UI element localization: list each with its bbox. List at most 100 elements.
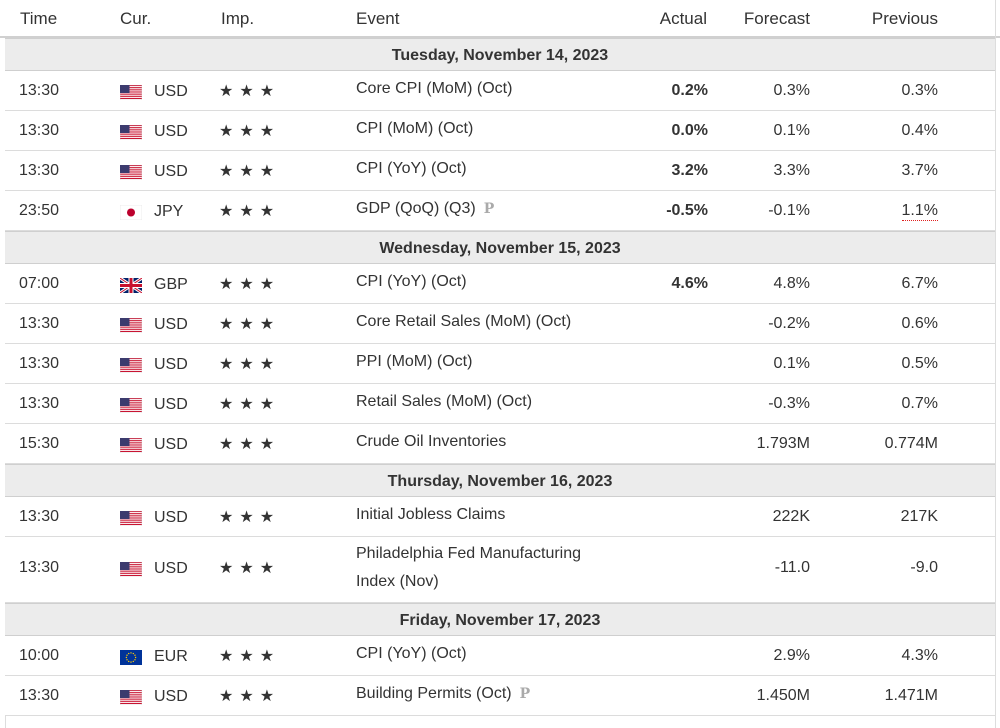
header-event[interactable]: Event bbox=[356, 9, 400, 28]
event-name[interactable]: CPI (YoY) (Oct) bbox=[356, 268, 467, 296]
currency-code: GBP bbox=[154, 276, 188, 293]
event-time: 13:30 bbox=[19, 122, 60, 139]
event-title[interactable]: Initial Jobless Claims bbox=[356, 506, 506, 523]
event-title[interactable]: CPI (MoM) (Oct) bbox=[356, 120, 474, 137]
date-label: Wednesday, November 15, 2023 bbox=[379, 240, 621, 257]
header-importance[interactable]: Imp. bbox=[221, 9, 255, 28]
table-row[interactable]: 13:30 USD ★★★ PPI (MoM) (Oct) 0.1% 0.5% bbox=[5, 344, 995, 384]
currency-code: USD bbox=[154, 396, 188, 413]
importance-stars-icon: ★★★ bbox=[219, 123, 281, 140]
forecast-value: -0.2% bbox=[768, 315, 810, 332]
header-time[interactable]: Time bbox=[20, 9, 58, 28]
us-flag-icon bbox=[119, 317, 143, 334]
event-name[interactable]: Core Retail Sales (MoM) (Oct) bbox=[356, 308, 571, 336]
previous-value: 0.774M bbox=[884, 435, 938, 452]
event-name[interactable]: Retail Sales (MoM) (Oct) bbox=[356, 388, 532, 416]
event-time: 13:30 bbox=[19, 395, 60, 412]
currency-code: USD bbox=[154, 83, 188, 100]
forecast-value: 0.1% bbox=[773, 355, 810, 372]
table-row[interactable]: 13:30 USD ★★★ Core Retail Sales (MoM) (Oct)… bbox=[5, 304, 995, 344]
table-row[interactable]: 23:50 JPY ★★★ GDP (QoQ) (Q3) P -0.5% -0.1% 1.1% bbox=[5, 191, 995, 231]
table-row[interactable]: 13:30 USD ★★★ CPI (MoM) (Oct) 0.0% 0.1% 0.4% bbox=[5, 111, 995, 151]
previous-value: 0.3% bbox=[901, 82, 938, 99]
importance-stars-icon: ★★★ bbox=[219, 509, 281, 526]
event-name[interactable]: PPI (MoM) (Oct) bbox=[356, 348, 472, 376]
event-name[interactable]: CPI (MoM) (Oct) bbox=[356, 115, 473, 143]
previous-value: 0.7% bbox=[901, 395, 938, 412]
table-row[interactable]: 13:30 USD ★★★ Core CPI (MoM) (Oct) 0.2% 0.3% 0… bbox=[5, 71, 995, 111]
actual-value: 0.0% bbox=[671, 122, 708, 139]
event-title-cont[interactable]: Index (Nov) bbox=[356, 573, 439, 590]
importance-stars-icon: ★★★ bbox=[219, 648, 281, 665]
previous-value: 4.3% bbox=[901, 647, 938, 664]
table-row[interactable]: 15:30 USD ★★★ Crude Oil Inventories 1.793M 0.… bbox=[5, 424, 995, 464]
event-name[interactable]: Philadelphia Fed Manufacturing Index (Nov… bbox=[356, 540, 581, 596]
previous-value: 6.7% bbox=[901, 275, 938, 292]
event-time: 23:50 bbox=[19, 202, 60, 219]
event-name[interactable]: Building Permits (Oct) P bbox=[356, 680, 530, 708]
us-flag-icon bbox=[119, 84, 143, 101]
table-row[interactable]: 10:00 EUR ★★★ CPI (YoY) (Oct) 2.9% 4.3% bbox=[5, 636, 995, 676]
event-title[interactable]: Core CPI (MoM) (Oct) bbox=[356, 80, 513, 97]
event-title[interactable]: PPI (MoM) (Oct) bbox=[356, 353, 473, 370]
event-title[interactable]: Retail Sales (MoM) (Oct) bbox=[356, 393, 533, 410]
us-flag-icon bbox=[119, 437, 143, 454]
previous-value: -9.0 bbox=[910, 559, 938, 576]
table-right-border bbox=[995, 0, 996, 728]
us-flag-icon bbox=[119, 164, 143, 181]
date-row: Tuesday, November 14, 2023 bbox=[5, 38, 995, 71]
date-row: Thursday, November 16, 2023 bbox=[5, 464, 995, 497]
currency-code: USD bbox=[154, 316, 188, 333]
event-title[interactable]: CPI (YoY) (Oct) bbox=[356, 160, 467, 177]
date-label: Friday, November 17, 2023 bbox=[399, 612, 601, 629]
table-row[interactable]: 13:30 USD ★★★ Initial Jobless Claims 222K 217… bbox=[5, 497, 995, 537]
preliminary-badge: P bbox=[483, 201, 495, 217]
event-name[interactable]: CPI (YoY) (Oct) bbox=[356, 640, 467, 668]
event-title[interactable]: Core Retail Sales (MoM) (Oct) bbox=[356, 313, 572, 330]
event-name[interactable]: CPI (YoY) (Oct) bbox=[356, 155, 467, 183]
forecast-value: 1.450M bbox=[756, 687, 810, 704]
us-flag-icon bbox=[119, 689, 143, 706]
event-title[interactable]: Crude Oil Inventories bbox=[356, 433, 507, 450]
event-name[interactable]: Crude Oil Inventories bbox=[356, 428, 506, 456]
forecast-value: -11.0 bbox=[774, 559, 810, 576]
event-title[interactable]: Building Permits (Oct) bbox=[356, 685, 512, 702]
table-row[interactable]: 13:30 USD ★★★ Building Permits (Oct) P 1.450M… bbox=[5, 676, 995, 716]
forecast-value: -0.3% bbox=[768, 395, 810, 412]
importance-stars-icon: ★★★ bbox=[219, 688, 281, 705]
importance-stars-icon: ★★★ bbox=[219, 203, 281, 220]
us-flag-icon bbox=[119, 124, 143, 141]
importance-stars-icon: ★★★ bbox=[219, 163, 281, 180]
forecast-value: 2.9% bbox=[773, 647, 810, 664]
header-currency[interactable]: Cur. bbox=[120, 9, 152, 28]
header-previous[interactable]: Previous bbox=[871, 9, 938, 28]
event-name[interactable]: Core CPI (MoM) (Oct) bbox=[356, 75, 512, 103]
importance-stars-icon: ★★★ bbox=[219, 436, 281, 453]
date-row: Wednesday, November 15, 2023 bbox=[5, 231, 995, 264]
importance-stars-icon: ★★★ bbox=[219, 356, 281, 373]
event-time: 13:30 bbox=[19, 559, 60, 576]
forecast-value: -0.1% bbox=[768, 202, 810, 219]
event-name[interactable]: GDP (QoQ) (Q3) P bbox=[356, 195, 494, 223]
event-time: 07:00 bbox=[19, 275, 60, 292]
header-forecast[interactable]: Forecast bbox=[743, 9, 810, 28]
event-time: 13:30 bbox=[19, 315, 60, 332]
table-row[interactable]: 13:30 USD ★★★ CPI (YoY) (Oct) 3.2% 3.3% 3.7% bbox=[5, 151, 995, 191]
table-row[interactable]: 13:30 USD ★★★ Retail Sales (MoM) (Oct) -0.3%… bbox=[5, 384, 995, 424]
table-row[interactable]: 13:30 USD ★★★ Philadelphia Fed Manufacturin… bbox=[5, 537, 995, 603]
event-title[interactable]: GDP (QoQ) (Q3) bbox=[356, 200, 476, 217]
event-title[interactable]: Philadelphia Fed Manufacturing bbox=[356, 545, 582, 562]
importance-stars-icon: ★★★ bbox=[219, 316, 281, 333]
event-title[interactable]: CPI (YoY) (Oct) bbox=[356, 273, 467, 290]
forecast-value: 222K bbox=[772, 508, 810, 525]
actual-value: 4.6% bbox=[671, 275, 708, 292]
event-name[interactable]: Initial Jobless Claims bbox=[356, 501, 505, 529]
forecast-value: 3.3% bbox=[773, 162, 810, 179]
table-row[interactable]: 07:00 GBP ★★★ CPI (YoY) (Oct) 4.6% 4.8% 6.7% bbox=[5, 264, 995, 304]
event-title[interactable]: CPI (YoY) (Oct) bbox=[356, 645, 467, 662]
eu-flag-icon bbox=[120, 650, 142, 665]
previous-value: 0.6% bbox=[901, 315, 938, 332]
previous-value[interactable]: 1.1% bbox=[901, 202, 938, 221]
header-actual[interactable]: Actual bbox=[659, 9, 707, 28]
importance-stars-icon: ★★★ bbox=[219, 83, 281, 100]
